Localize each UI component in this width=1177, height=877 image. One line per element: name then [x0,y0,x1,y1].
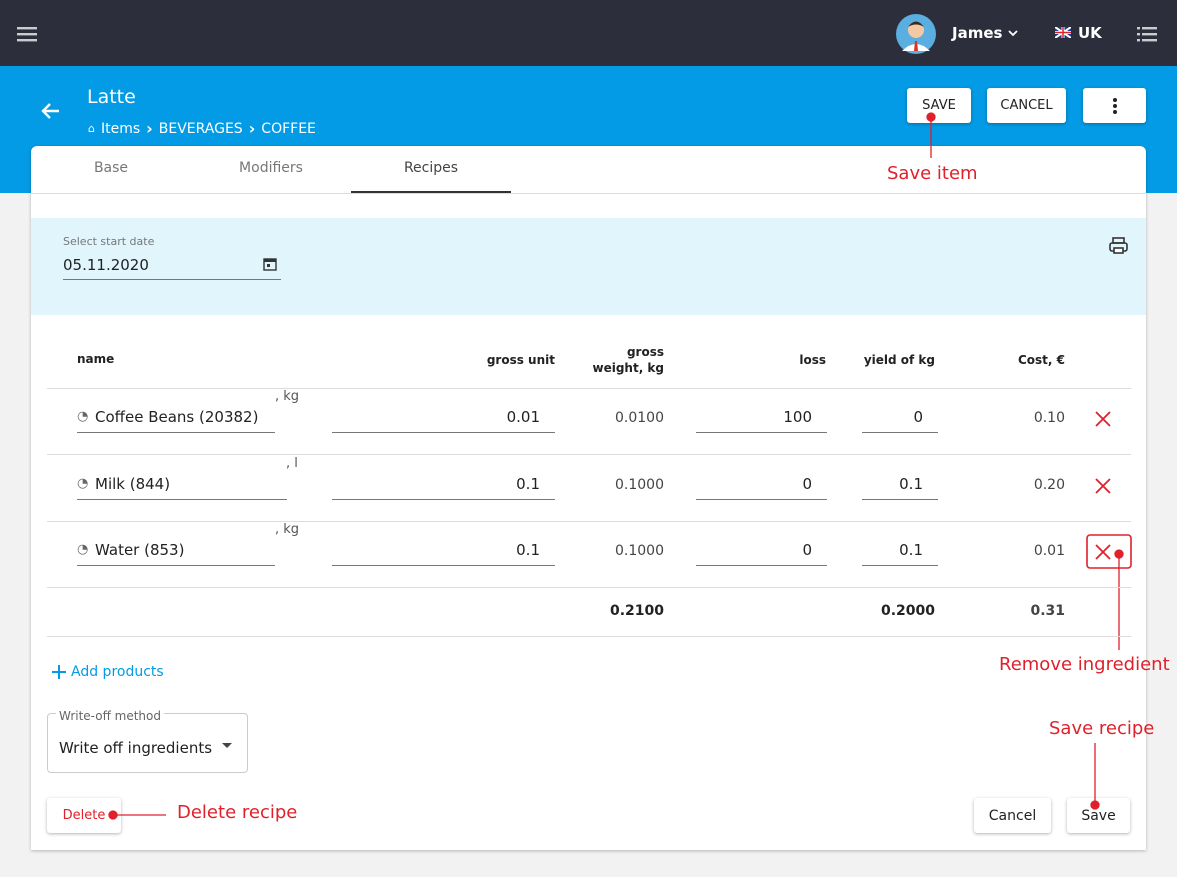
column-header: gross weight, kg [592,345,664,375]
input-underline [696,499,827,500]
loss[interactable]: 100 [783,408,812,426]
unit: , l [286,456,298,471]
plus-icon[interactable] [51,664,67,680]
yield[interactable]: 0 [913,408,923,426]
yield[interactable]: 0.1 [899,475,923,493]
gross-weight: 0.0100 [615,410,664,426]
column-header: name [77,352,115,366]
date-label: Select start date [63,235,155,248]
loss[interactable]: 0 [802,541,812,559]
write-off-value: Write off ingredients [59,739,213,757]
menu-icon[interactable] [17,25,39,43]
unit: , kg [275,389,300,404]
separator: › [248,119,256,138]
annotation: Save item [887,163,978,184]
input-underline [77,499,287,500]
input-underline [77,565,275,566]
more-button[interactable] [1083,88,1146,123]
product-icon: ◔ [77,409,89,424]
product-icon: ◔ [77,476,89,491]
delete-button[interactable]: Delete [47,798,121,833]
home-icon: ⌂ [88,122,95,135]
column-header: loss [799,353,826,367]
input-underline [332,499,555,500]
gross-unit[interactable]: 0.1 [516,541,540,559]
column-header: gross unit [486,353,555,367]
row-divider [47,636,1131,637]
input-underline [77,432,275,433]
input-underline [696,432,827,433]
row-divider [47,521,1131,522]
user-name[interactable]: James [952,24,1003,42]
cancel-button[interactable]: Cancel [974,798,1051,833]
column-header: Cost, € [1017,353,1065,367]
row-divider [47,454,1131,455]
date-underline [63,279,281,280]
product-icon: ◔ [77,542,89,557]
separator: › [146,119,153,138]
tab[interactable]: Recipes [403,160,459,176]
date-panel [31,218,1146,315]
annotation: Delete recipe [177,802,298,823]
save-item-button[interactable]: SAVE [907,88,971,123]
ingredient-name[interactable]: Milk (844) [95,475,171,493]
avatar[interactable] [895,13,937,55]
top-bar [0,0,1177,66]
item-title: Latte [87,86,136,108]
loss[interactable]: 0 [802,475,812,493]
ingredient-name[interactable]: Water (853) [95,541,185,559]
cancel-item-button[interactable]: CANCEL [987,88,1066,123]
gross-weight: 0.1000 [615,543,664,559]
breadcrumb-item[interactable]: COFFEE [261,120,316,137]
total-gross-weight: 0.2100 [609,603,664,619]
breadcrumb: ⌂ Items › BEVERAGES › COFFEE [88,119,316,138]
breadcrumb-item[interactable]: Items [100,120,141,137]
gross-unit[interactable]: 0.1 [516,475,540,493]
row-divider [47,587,1131,588]
total-cost: 0.31 [1030,603,1065,619]
input-underline [332,565,555,566]
flag [1055,27,1071,38]
add-products[interactable]: Add products [71,664,164,680]
tab-divider [31,193,1146,194]
date-value[interactable]: 05.11.2020 [63,256,149,274]
tab[interactable]: Modifiers [239,160,303,176]
column-header: yield of kg [863,353,935,367]
list-icon[interactable] [1137,25,1159,43]
cost: 0.01 [1033,543,1065,559]
input-underline [696,565,827,566]
unit: , kg [275,522,300,537]
cost: 0.20 [1033,477,1065,493]
print-icon[interactable] [1108,236,1130,256]
yield[interactable]: 0.1 [899,541,923,559]
tab[interactable]: Base [93,160,129,176]
input-underline [332,432,555,433]
dropdown-arrow [222,743,232,748]
input-underline [862,499,938,500]
save-button[interactable]: Save [1067,798,1130,833]
tab-indicator [351,191,511,193]
gross-unit[interactable]: 0.01 [506,408,540,426]
annotation: Save recipe [1049,718,1155,739]
calendar-icon[interactable] [263,257,277,271]
write-off-label: Write-off method [56,709,164,723]
remove-button[interactable] [1094,543,1112,561]
row-divider [47,388,1131,389]
locale[interactable]: UK [1078,24,1102,42]
ingredient-name[interactable]: Coffee Beans (20382) [95,408,259,426]
input-underline [862,432,938,433]
annotation: Remove ingredient [999,654,1170,675]
total-yield: 0.2000 [880,603,935,619]
remove-button[interactable] [1094,477,1112,495]
breadcrumb-item[interactable]: BEVERAGES [158,120,243,137]
remove-button[interactable] [1094,410,1112,428]
chevron [1008,30,1018,37]
input-underline [862,565,938,566]
back-arrow[interactable] [40,101,62,121]
cost: 0.10 [1033,410,1065,426]
gross-weight: 0.1000 [615,477,664,493]
